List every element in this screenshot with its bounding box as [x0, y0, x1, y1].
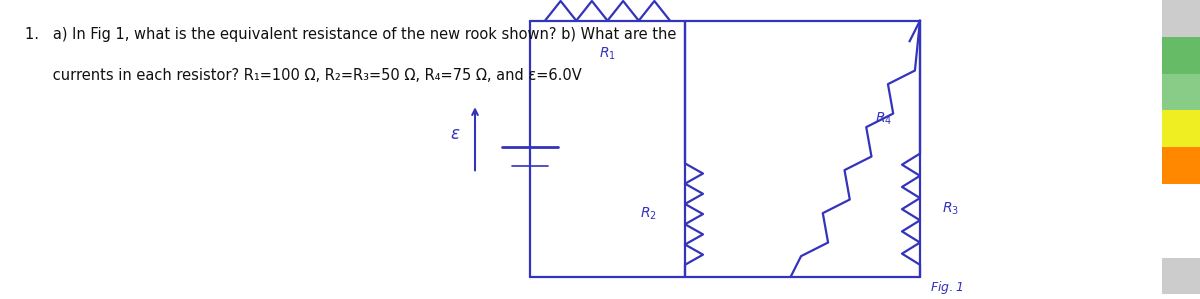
Text: $R_3$: $R_3$: [942, 201, 959, 217]
Bar: [1162, 184, 1200, 221]
Text: $Fig.$1: $Fig.$1: [930, 279, 964, 296]
Text: $\varepsilon$: $\varepsilon$: [450, 125, 461, 143]
Text: 1.   a) In Fig 1, what is the equivalent resistance of the new rook shown? b) Wh: 1. a) In Fig 1, what is the equivalent r…: [25, 27, 677, 42]
Text: $R_1$: $R_1$: [599, 45, 616, 62]
Text: currents in each resistor? R₁=100 Ω, R₂=R₃=50 Ω, R₄=75 Ω, and ε=6.0V: currents in each resistor? R₁=100 Ω, R₂=…: [25, 68, 582, 83]
Bar: [1162, 221, 1200, 257]
Text: $R_4$: $R_4$: [875, 111, 893, 127]
Bar: [1162, 0, 1200, 37]
Text: $R_2$: $R_2$: [640, 206, 658, 222]
Bar: [1162, 147, 1200, 184]
Bar: [1162, 110, 1200, 147]
Bar: [1162, 37, 1200, 74]
Bar: [1162, 74, 1200, 110]
Bar: [1162, 257, 1200, 294]
